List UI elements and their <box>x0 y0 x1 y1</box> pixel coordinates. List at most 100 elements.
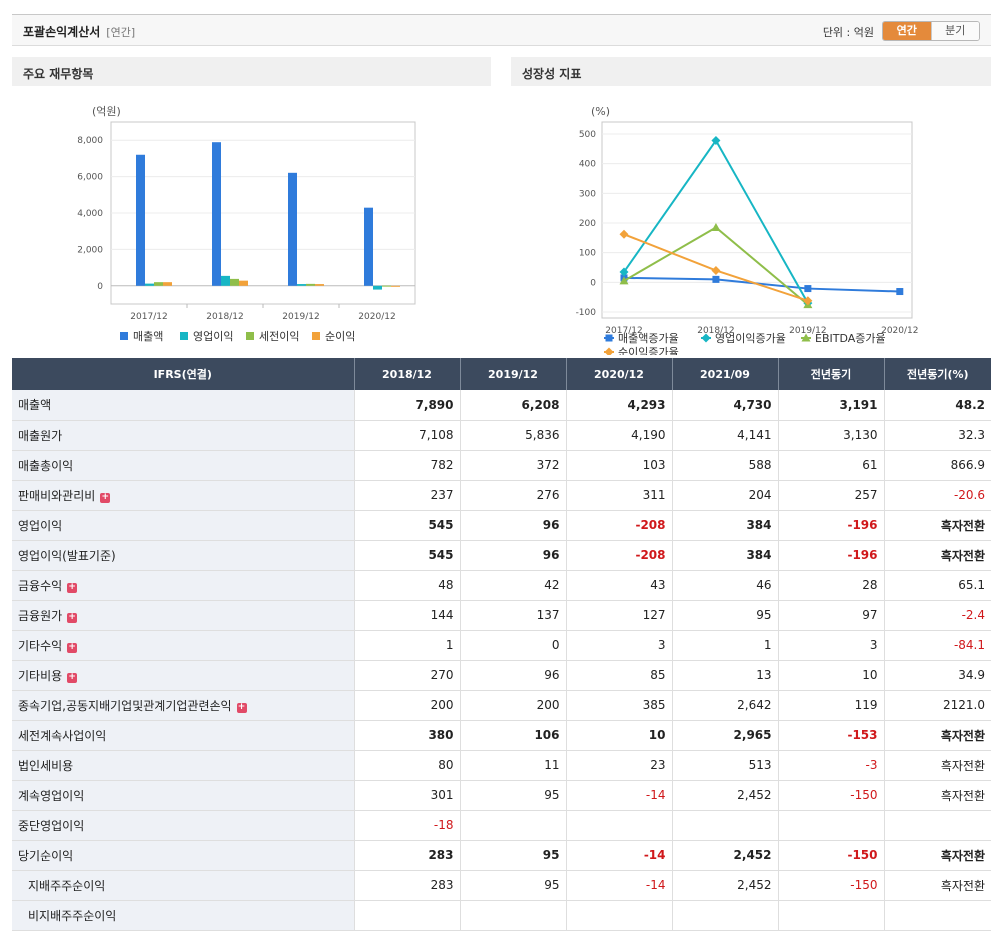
table-cell: 96 <box>459 510 566 541</box>
x-tick-label: 2017/12 <box>605 326 642 336</box>
table-cell: 95 <box>671 600 778 631</box>
table-cell: 782 <box>353 450 460 481</box>
row-label[interactable]: 금융원가 + <box>12 600 354 631</box>
table-cell: 3,130 <box>777 420 884 451</box>
table-cell <box>883 900 991 931</box>
table-cell: 4,190 <box>565 420 672 451</box>
table-cell: 237 <box>353 480 460 511</box>
table-cell: 10 <box>565 720 672 751</box>
table-row: 법인세비용 80 11 23 513 -3 흑자전환 <box>12 750 991 781</box>
table-cell: 283 <box>353 870 460 901</box>
table-cell: 65.1 <box>883 570 991 601</box>
table-cell: 3,191 <box>777 390 884 421</box>
table-cell: 흑자전환 <box>883 510 991 541</box>
row-label-text: 금융원가 <box>18 608 63 623</box>
table-cell: 흑자전환 <box>883 750 991 781</box>
legend-label: EBITDA증가율 <box>815 332 886 345</box>
table-cell: 2,452 <box>671 840 778 871</box>
x-tick-label: 2019/12 <box>282 312 319 322</box>
table-cell: 85 <box>565 660 672 691</box>
bar <box>239 280 248 286</box>
table-cell: 257 <box>777 480 884 511</box>
table-cell: 127 <box>565 600 672 631</box>
row-label[interactable]: 판매비와관리비 + <box>12 480 354 511</box>
table-cell: 270 <box>353 660 460 691</box>
unit-label: 단위 : 억원 <box>822 26 874 39</box>
table-cell: 흑자전환 <box>883 540 991 571</box>
row-label-text: 지배주주순이익 <box>28 878 106 893</box>
table-row: 종속기업,공동지배기업및관계기업관련손익 +200 200 385 2,642 119 21… <box>12 690 991 721</box>
table-cell: 372 <box>459 450 566 481</box>
expand-plus-icon[interactable]: + <box>236 701 247 713</box>
title-text: 포괄손익계산서 <box>23 25 101 39</box>
table-cell: 380 <box>353 720 460 751</box>
row-label-text: 판매비와관리비 <box>18 488 96 503</box>
table-cell: -84.1 <box>883 630 991 661</box>
legend-marker <box>701 333 711 343</box>
table-cell: 3 <box>777 630 884 661</box>
legend-label: 세전이익 <box>259 330 299 343</box>
table-cell: 96 <box>459 660 566 691</box>
key-financials-panel: 주요 재무항목 (억원) 8,000 6,000 4,000 2,000 0 2017/12… <box>12 57 491 355</box>
data-point <box>711 136 721 146</box>
table-cell: 2,452 <box>671 780 778 811</box>
table-cell: 301 <box>353 780 460 811</box>
y-tick-label: 0 <box>590 278 596 288</box>
column-header-period: 2018/12 <box>353 358 460 390</box>
table-cell: -14 <box>565 870 672 901</box>
row-label[interactable]: 금융수익 + <box>12 570 354 601</box>
table-row: 금융원가 +144 137 127 95 97 -2.4 <box>12 600 991 631</box>
row-label-text: 매출액 <box>18 398 52 413</box>
table-cell <box>777 810 884 841</box>
expand-plus-icon[interactable]: + <box>67 641 78 653</box>
bar <box>136 154 145 286</box>
row-label[interactable]: 기타수익 + <box>12 630 354 661</box>
row-label-text: 매출총이익 <box>18 458 74 473</box>
table-cell: -14 <box>565 780 672 811</box>
table-row: 기타비용 +270 96 85 13 10 34.9 <box>12 660 991 691</box>
unit-label: (억원) <box>92 105 121 118</box>
table-cell: 97 <box>777 600 884 631</box>
expand-plus-icon[interactable]: + <box>67 671 78 683</box>
bar <box>364 207 373 286</box>
toggle-quarter-button[interactable]: 분기 <box>930 22 979 40</box>
legend-swatch <box>120 332 128 340</box>
table-cell: 11 <box>459 750 566 781</box>
table-cell: 4,141 <box>671 420 778 451</box>
expand-plus-icon[interactable]: + <box>100 491 111 503</box>
key-financials-chart: (억원) 8,000 6,000 4,000 2,000 0 2017/12 2018/12 2… <box>77 105 416 343</box>
expand-plus-icon[interactable]: + <box>67 581 78 593</box>
x-tick-label: 2017/12 <box>130 312 167 322</box>
table-cell: -208 <box>565 540 672 571</box>
table-cell: 144 <box>353 600 460 631</box>
expand-plus-icon[interactable]: + <box>67 611 78 623</box>
row-label: 계속영업이익 <box>12 780 354 811</box>
x-tick-label: 2018/12 <box>206 312 243 322</box>
table-cell: 46 <box>671 570 778 601</box>
table-cell: 866.9 <box>883 450 991 481</box>
column-header-period: 전년동기 <box>777 358 884 390</box>
bar <box>373 285 382 290</box>
bar <box>230 278 239 286</box>
panel-title: 성장성 지표 <box>511 57 991 86</box>
table-cell: 95 <box>459 840 566 871</box>
table-cell: 5,836 <box>459 420 566 451</box>
toggle-annual-button[interactable]: 연간 <box>883 22 931 40</box>
row-label[interactable]: 종속기업,공동지배기업및관계기업관련손익 + <box>12 690 354 721</box>
legend-marker <box>604 347 614 355</box>
table-cell: 흑자전환 <box>883 780 991 811</box>
table-cell: 6,208 <box>459 390 566 421</box>
legend-label: 영업이익증가율 <box>715 332 786 345</box>
table-cell: 200 <box>459 690 566 721</box>
table-cell: 7,108 <box>353 420 460 451</box>
table-row: 영업이익(발표기준) 545 96 -208 384 -196 흑자전환 <box>12 540 991 571</box>
column-header-period: 2019/12 <box>459 358 566 390</box>
row-label[interactable]: 기타비용 + <box>12 660 354 691</box>
data-point <box>619 276 629 285</box>
x-tick-label: 2020/12 <box>358 312 395 322</box>
table-cell: 119 <box>777 690 884 721</box>
y-tick-label: 100 <box>579 249 596 259</box>
table-cell: 1 <box>353 630 460 661</box>
table-cell: -150 <box>777 840 884 871</box>
table-cell: 2121.0 <box>883 690 991 721</box>
